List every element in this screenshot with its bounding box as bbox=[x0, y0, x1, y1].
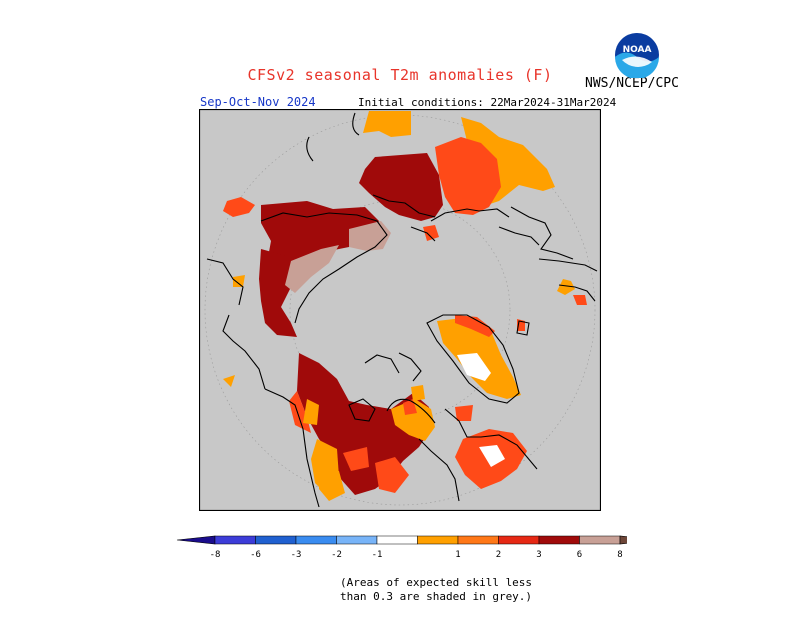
colorbar-box bbox=[295, 535, 337, 545]
agency-label: NWS/NCEP/CPC bbox=[585, 76, 679, 91]
colorbar-arrow-low bbox=[176, 535, 216, 545]
colorbar-tick-label: 3 bbox=[536, 550, 541, 560]
colorbar-tick-label: 6 bbox=[577, 550, 582, 560]
colorbar-box bbox=[214, 535, 256, 545]
skill-note: (Areas of expected skill less than 0.3 a… bbox=[340, 576, 532, 604]
map-title: CFSv2 seasonal T2m anomalies (F) bbox=[247, 66, 553, 84]
skill-note-line2: than 0.3 are shaded in grey.) bbox=[340, 590, 533, 603]
coastlines bbox=[206, 112, 598, 508]
initial-conditions-label: Initial conditions: 22Mar2024-31Mar2024 bbox=[358, 96, 617, 109]
colorbar-box bbox=[255, 535, 297, 545]
colorbar-box bbox=[457, 535, 499, 545]
noaa-logo: NOAA bbox=[615, 33, 659, 78]
colorbar-box bbox=[417, 535, 459, 545]
colorbar-tick-label: -8 bbox=[210, 550, 221, 560]
colorbar-legend: -8 -6 -3 -2 -1 1 2 3 6 8 bbox=[176, 535, 627, 560]
skill-note-line1: (Areas of expected skill less bbox=[340, 576, 533, 589]
colorbar-arrow-high bbox=[619, 535, 627, 545]
season-label: Sep-Oct-Nov 2024 bbox=[200, 95, 316, 109]
colorbar-box bbox=[376, 535, 418, 545]
colorbar-box bbox=[336, 535, 378, 545]
colorbar-tick-label: 8 bbox=[617, 550, 622, 560]
colorbar-tick-label: -2 bbox=[331, 550, 342, 560]
colorbar-tick-label: -6 bbox=[250, 550, 261, 560]
anomaly-patches bbox=[223, 111, 587, 501]
svg-text:NOAA: NOAA bbox=[623, 45, 652, 55]
colorbar-box bbox=[579, 535, 621, 545]
colorbar-tick-label: -3 bbox=[291, 550, 302, 560]
colorbar-tick-label: 2 bbox=[496, 550, 501, 560]
polar-temperature-anomaly-map bbox=[199, 109, 601, 511]
colorbar-box bbox=[498, 535, 540, 545]
colorbar-box bbox=[538, 535, 580, 545]
colorbar-tick-label: 1 bbox=[455, 550, 460, 560]
colorbar-tick-label: -1 bbox=[372, 550, 383, 560]
